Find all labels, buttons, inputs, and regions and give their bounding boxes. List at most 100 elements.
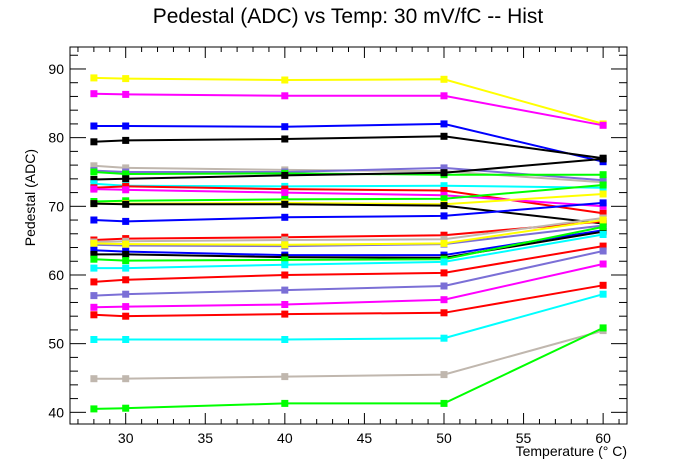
- data-point: [281, 271, 289, 279]
- data-point: [440, 92, 448, 100]
- y-axis-label: Pedestal (ADC): [22, 149, 38, 246]
- series-22: [90, 231, 607, 272]
- data-point: [440, 399, 448, 407]
- data-point: [440, 202, 448, 210]
- y-tick-label: 60: [48, 267, 64, 283]
- data-point: [599, 242, 607, 250]
- data-point: [122, 136, 130, 144]
- data-point: [440, 212, 448, 220]
- data-point: [440, 296, 448, 304]
- data-point: [90, 162, 98, 170]
- data-point: [599, 171, 607, 179]
- data-point: [281, 373, 289, 381]
- data-point: [90, 303, 98, 311]
- data-point: [599, 199, 607, 207]
- data-point: [122, 175, 130, 183]
- data-point: [122, 290, 130, 298]
- data-point: [440, 371, 448, 379]
- data-point: [599, 209, 607, 217]
- series-25: [90, 260, 607, 311]
- x-tick-label: 40: [277, 430, 293, 446]
- data-point: [281, 76, 289, 84]
- series-1: [90, 90, 607, 129]
- x-tick-label: 55: [516, 430, 532, 446]
- data-point: [599, 121, 607, 129]
- series-26: [90, 281, 607, 320]
- data-point: [122, 122, 130, 130]
- x-tick-label: 35: [197, 430, 213, 446]
- data-point: [281, 171, 289, 179]
- series-14: [90, 199, 607, 225]
- y-tick-label: 80: [48, 130, 64, 146]
- x-tick-label: 45: [357, 430, 373, 446]
- data-point: [440, 309, 448, 317]
- data-point: [440, 169, 448, 177]
- data-point: [122, 240, 130, 248]
- data-point: [599, 216, 607, 224]
- y-tick-label: 90: [48, 61, 64, 77]
- data-point: [122, 336, 130, 343]
- data-point: [599, 247, 607, 255]
- x-axis-label: Temperature (° C): [516, 443, 627, 459]
- y-tick-label: 50: [48, 336, 64, 352]
- data-point: [281, 399, 289, 407]
- data-point: [90, 375, 98, 383]
- data-point: [122, 170, 130, 178]
- data-point: [90, 255, 98, 263]
- data-point: [599, 290, 607, 298]
- data-point: [440, 282, 448, 290]
- data-point: [90, 185, 98, 193]
- data-point: [440, 182, 448, 190]
- data-point: [122, 186, 130, 194]
- chart-title: Pedestal (ADC) vs Temp: 30 mV/fC -- Hist: [153, 5, 544, 28]
- data-point: [90, 239, 98, 247]
- data-point: [440, 132, 448, 140]
- data-point: [281, 236, 289, 244]
- data-point: [599, 324, 607, 332]
- x-tick-label: 60: [595, 430, 611, 446]
- data-point: [440, 187, 448, 194]
- data-point: [122, 75, 130, 83]
- data-point: [281, 301, 289, 308]
- data-point: [281, 241, 289, 249]
- series-layer: [90, 74, 607, 413]
- data-point: [90, 168, 98, 176]
- data-point: [281, 261, 289, 269]
- data-point: [90, 90, 98, 98]
- data-point: [90, 250, 98, 258]
- data-point: [599, 281, 607, 289]
- data-point: [281, 336, 289, 343]
- data-point: [440, 239, 448, 247]
- data-point: [90, 246, 98, 254]
- data-point: [122, 303, 130, 311]
- data-point: [599, 176, 607, 184]
- data-point: [90, 138, 98, 146]
- data-point: [440, 120, 448, 128]
- data-point: [122, 164, 130, 172]
- data-point: [281, 92, 289, 100]
- data-point: [599, 155, 607, 163]
- data-point: [281, 200, 289, 208]
- data-point: [122, 276, 130, 284]
- series-24: [90, 247, 607, 300]
- data-point: [281, 286, 289, 294]
- data-point: [122, 312, 130, 320]
- data-point: [440, 195, 448, 203]
- data-point: [90, 122, 98, 130]
- data-point: [122, 200, 130, 208]
- data-point: [90, 74, 98, 82]
- data-point: [90, 216, 98, 224]
- data-point: [281, 123, 289, 131]
- series-18: [90, 216, 607, 249]
- data-point: [281, 213, 289, 221]
- series-29: [90, 324, 607, 413]
- data-point: [440, 235, 448, 243]
- data-point: [440, 231, 448, 239]
- data-point: [440, 269, 448, 277]
- data-point: [281, 189, 289, 197]
- series-27: [90, 290, 607, 343]
- data-point: [599, 190, 607, 198]
- x-tick-label: 30: [118, 430, 134, 446]
- data-point: [90, 292, 98, 300]
